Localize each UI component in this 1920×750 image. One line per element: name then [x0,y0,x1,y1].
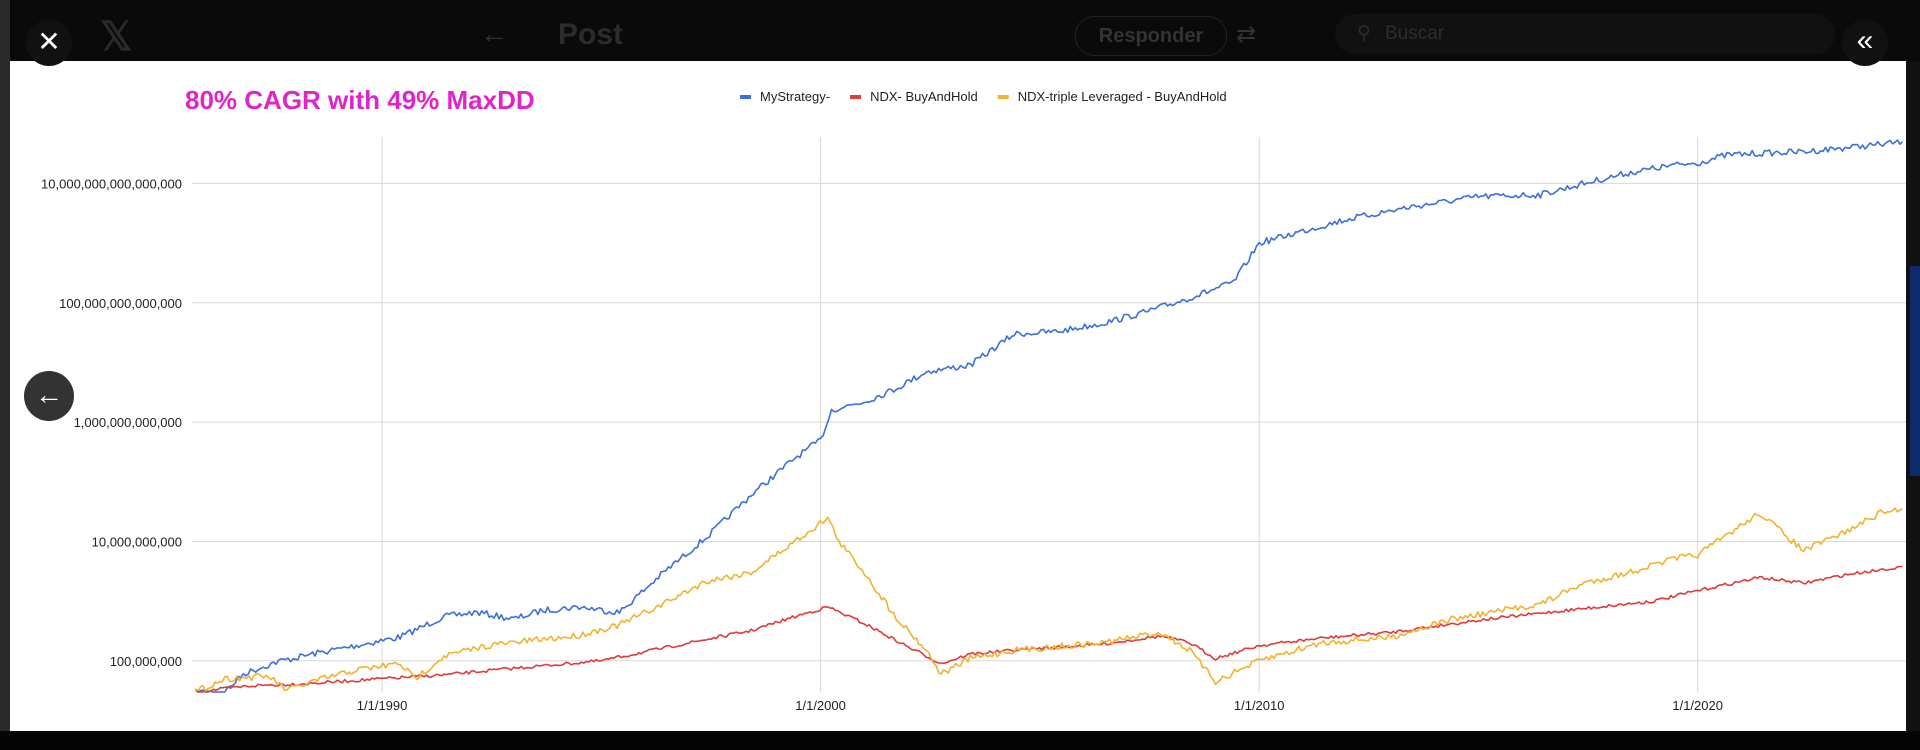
legend-label: MyStrategy- [760,89,830,104]
search-input: ⚲ Buscar [1335,14,1835,54]
post-title: Post [558,18,624,51]
x-tick-label: 1/1/2000 [795,698,846,713]
x-logo-icon: 𝕏 [100,15,133,59]
chart-grid [192,137,1906,692]
legend-swatch [740,95,751,99]
x-tick-label: 1/1/2010 [1234,698,1285,713]
back-arrow-icon: ← [480,18,508,49]
legend-label: NDX-triple Leveraged - BuyAndHold [1018,89,1227,104]
chart-legend: MyStrategy- NDX- BuyAndHold NDX-triple Lev… [740,89,1227,104]
close-button[interactable]: ✕ [26,20,72,66]
line-chart: 100,000,000 10,000,000,000 1,000,000,000,0… [41,89,1906,713]
right-edge [1906,61,1920,731]
y-tick-label: 1,000,000,000,000 [74,415,182,430]
previous-image-button[interactable]: ← [24,371,74,421]
x-tick-label: 1/1/2020 [1672,698,1723,713]
collapse-panel-button[interactable]: « [1842,20,1888,66]
y-tick-label: 10,000,000,000,000,000 [41,176,182,191]
legend-swatch [997,95,1009,99]
search-icon: ⚲ [1357,23,1371,44]
legend-label: NDX- BuyAndHold [870,89,978,104]
chart-series [194,139,1903,693]
y-tick-label: 100,000,000,000,000 [59,296,182,311]
series-line-1 [194,139,1903,693]
left-edge [0,0,10,750]
y-tick-label: 100,000,000 [110,654,182,669]
search-placeholder: Buscar [1385,23,1445,44]
y-tick-label: 10,000,000,000 [92,534,182,549]
chart-image: 80% CAGR with 49% MaxDD 100,000,000 10,00… [10,61,1906,731]
bottom-strip [0,731,1920,750]
legend-swatch [850,95,862,99]
y-axis-ticks: 100,000,000 10,000,000,000 1,000,000,000,0… [41,176,182,668]
series-line-3 [195,507,1903,692]
x-tick-label: 1/1/1990 [357,698,408,713]
filter-icon: ⇄ [1236,21,1257,48]
chart-title: 80% CAGR with 49% MaxDD [185,85,535,115]
x-axis-ticks: 1/1/1990 1/1/2000 1/1/2010 1/1/2020 [357,698,1723,713]
background-image-edge [1910,266,1920,476]
series-line-2 [195,565,1903,693]
reply-button: Responder [1075,16,1227,56]
background-header: 𝕏 ← Post Responder ⇄ ⚲ Buscar [0,0,1920,61]
